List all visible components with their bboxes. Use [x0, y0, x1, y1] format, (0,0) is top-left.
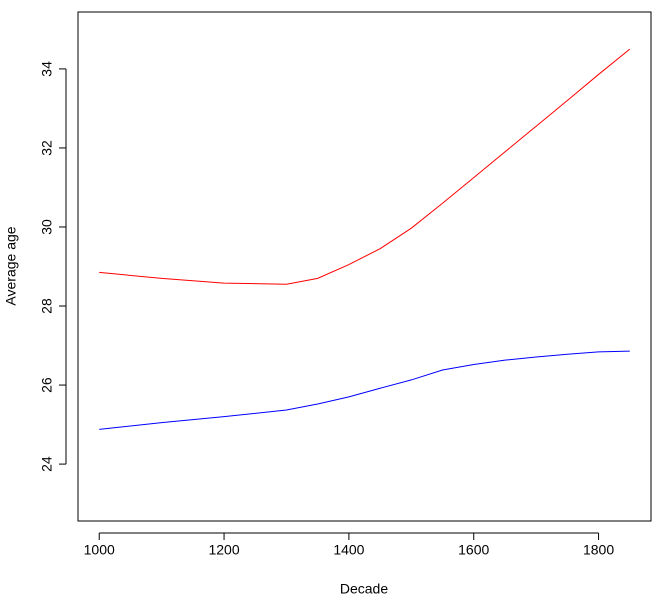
x-tick-label: 1800 [583, 542, 614, 558]
y-tick-label: 28 [39, 298, 55, 314]
series-line [99, 48, 631, 285]
y-tick-label: 32 [39, 140, 55, 156]
x-tick-label: 1000 [84, 542, 115, 558]
x-axis-label: Decade [340, 581, 388, 597]
x-tick-label: 1600 [458, 542, 489, 558]
y-tick-label: 30 [39, 219, 55, 235]
y-tick-label: 26 [39, 377, 55, 393]
y-tick-label: 34 [39, 61, 55, 77]
y-tick-label: 24 [39, 456, 55, 472]
x-tick-label: 1200 [208, 542, 239, 558]
x-tick-label: 1400 [333, 542, 364, 558]
series-line [99, 350, 630, 430]
y-axis-label: Average age [3, 226, 19, 305]
plot-frame [77, 11, 652, 522]
